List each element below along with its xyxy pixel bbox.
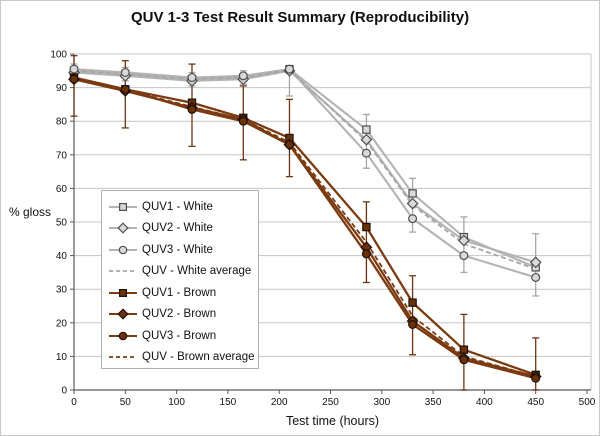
- square-marker: [408, 298, 417, 307]
- y-tick-label: 50: [56, 218, 68, 229]
- square-marker: [362, 125, 371, 134]
- x-tick-label: 50: [120, 397, 132, 408]
- legend-circle-swatch: [109, 331, 137, 341]
- legend-dashed-line-swatch: [109, 356, 137, 359]
- y-axis-label: % gloss: [9, 205, 52, 219]
- chart-legend: QUV1 - White QUV2 - White QUV3 - White QUV …: [101, 190, 259, 369]
- circle-marker: [459, 355, 469, 365]
- y-tick-label: 100: [50, 50, 67, 61]
- legend-dashed-line-swatch: [109, 270, 137, 273]
- chart-title: QUV 1-3 Test Result Summary (Reproducibi…: [130, 9, 470, 26]
- legend-item-quv2-white: QUV2 - White: [108, 218, 258, 240]
- circle-marker: [459, 251, 469, 261]
- legend-label: QUV - White average: [142, 265, 252, 278]
- legend-label: QUV1 - Brown: [142, 286, 217, 299]
- circle-marker: [120, 67, 130, 77]
- legend-item-quv3-brown: QUV3 - Brown: [108, 325, 258, 347]
- diamond-marker: [529, 256, 542, 269]
- x-tick-label: 100: [168, 397, 185, 408]
- legend-item-quv3-white: QUV3 - White: [108, 239, 258, 261]
- x-tick-label: 250: [322, 397, 339, 408]
- circle-marker: [118, 331, 128, 341]
- square-marker: [119, 288, 128, 297]
- legend-diamond-swatch: [109, 308, 137, 320]
- x-tick-label: 450: [527, 397, 544, 408]
- legend-item-quv2-brown: QUV2 - Brown: [108, 304, 258, 326]
- circle-marker: [361, 148, 371, 158]
- circle-marker: [531, 272, 541, 282]
- x-tick-label: 300: [373, 397, 390, 408]
- legend-label: QUV2 - Brown: [142, 308, 217, 321]
- y-tick-label: 30: [56, 285, 68, 296]
- legend-item-quv1-brown: QUV1 - Brown: [108, 282, 258, 304]
- x-tick-label: 0: [71, 397, 77, 408]
- square-marker: [362, 222, 371, 232]
- square-marker: [119, 202, 128, 211]
- diamond-marker: [117, 222, 129, 234]
- x-tick-label: 150: [220, 397, 237, 408]
- legend-square-swatch: [109, 202, 137, 211]
- x-axis-label: Test time (hours): [285, 414, 380, 428]
- circle-marker: [238, 71, 248, 81]
- x-tick-label: 400: [476, 397, 493, 408]
- legend-label: QUV2 - White: [142, 222, 213, 235]
- circle-marker: [408, 214, 418, 224]
- y-tick-label: 0: [61, 386, 67, 397]
- legend-label: QUV - Brown average: [142, 351, 255, 364]
- legend-item-quv-white-average: QUV - White average: [108, 261, 258, 283]
- circle-marker: [284, 64, 294, 74]
- circle-marker: [118, 245, 128, 255]
- legend-item-quv-brown-average: QUV - Brown average: [108, 347, 258, 369]
- diamond-marker: [406, 197, 419, 210]
- circle-marker: [284, 140, 294, 150]
- y-tick-label: 70: [56, 150, 68, 161]
- square-marker: [408, 189, 417, 198]
- circle-marker: [69, 74, 79, 84]
- legend-diamond-swatch: [109, 222, 137, 234]
- circle-marker: [531, 373, 541, 383]
- legend-label: QUV1 - White: [142, 200, 213, 213]
- circle-marker: [187, 73, 197, 83]
- circle-marker: [238, 116, 248, 126]
- circle-marker: [408, 319, 418, 329]
- x-tick-label: 350: [425, 397, 442, 408]
- diamond-marker: [117, 308, 129, 320]
- diamond-marker: [360, 133, 373, 146]
- x-tick-label: 500: [579, 397, 596, 408]
- circle-marker: [361, 249, 371, 259]
- y-tick-label: 10: [56, 352, 68, 363]
- legend-square-swatch: [109, 288, 137, 297]
- diamond-marker: [360, 241, 373, 254]
- y-tick-label: 80: [56, 117, 68, 128]
- legend-circle-swatch: [109, 245, 137, 255]
- circle-marker: [69, 64, 79, 74]
- legend-item-quv1-white: QUV1 - White: [108, 196, 258, 218]
- circle-marker: [187, 104, 197, 114]
- y-tick-label: 40: [56, 251, 68, 262]
- legend-label: QUV3 - Brown: [142, 329, 217, 342]
- circle-marker: [120, 84, 130, 94]
- legend-label: QUV3 - White: [142, 243, 213, 256]
- y-tick-label: 20: [56, 318, 68, 329]
- diamond-marker: [457, 234, 470, 247]
- y-tick-label: 90: [56, 83, 68, 94]
- y-tick-label: 60: [56, 184, 68, 195]
- x-tick-label: 200: [271, 397, 288, 408]
